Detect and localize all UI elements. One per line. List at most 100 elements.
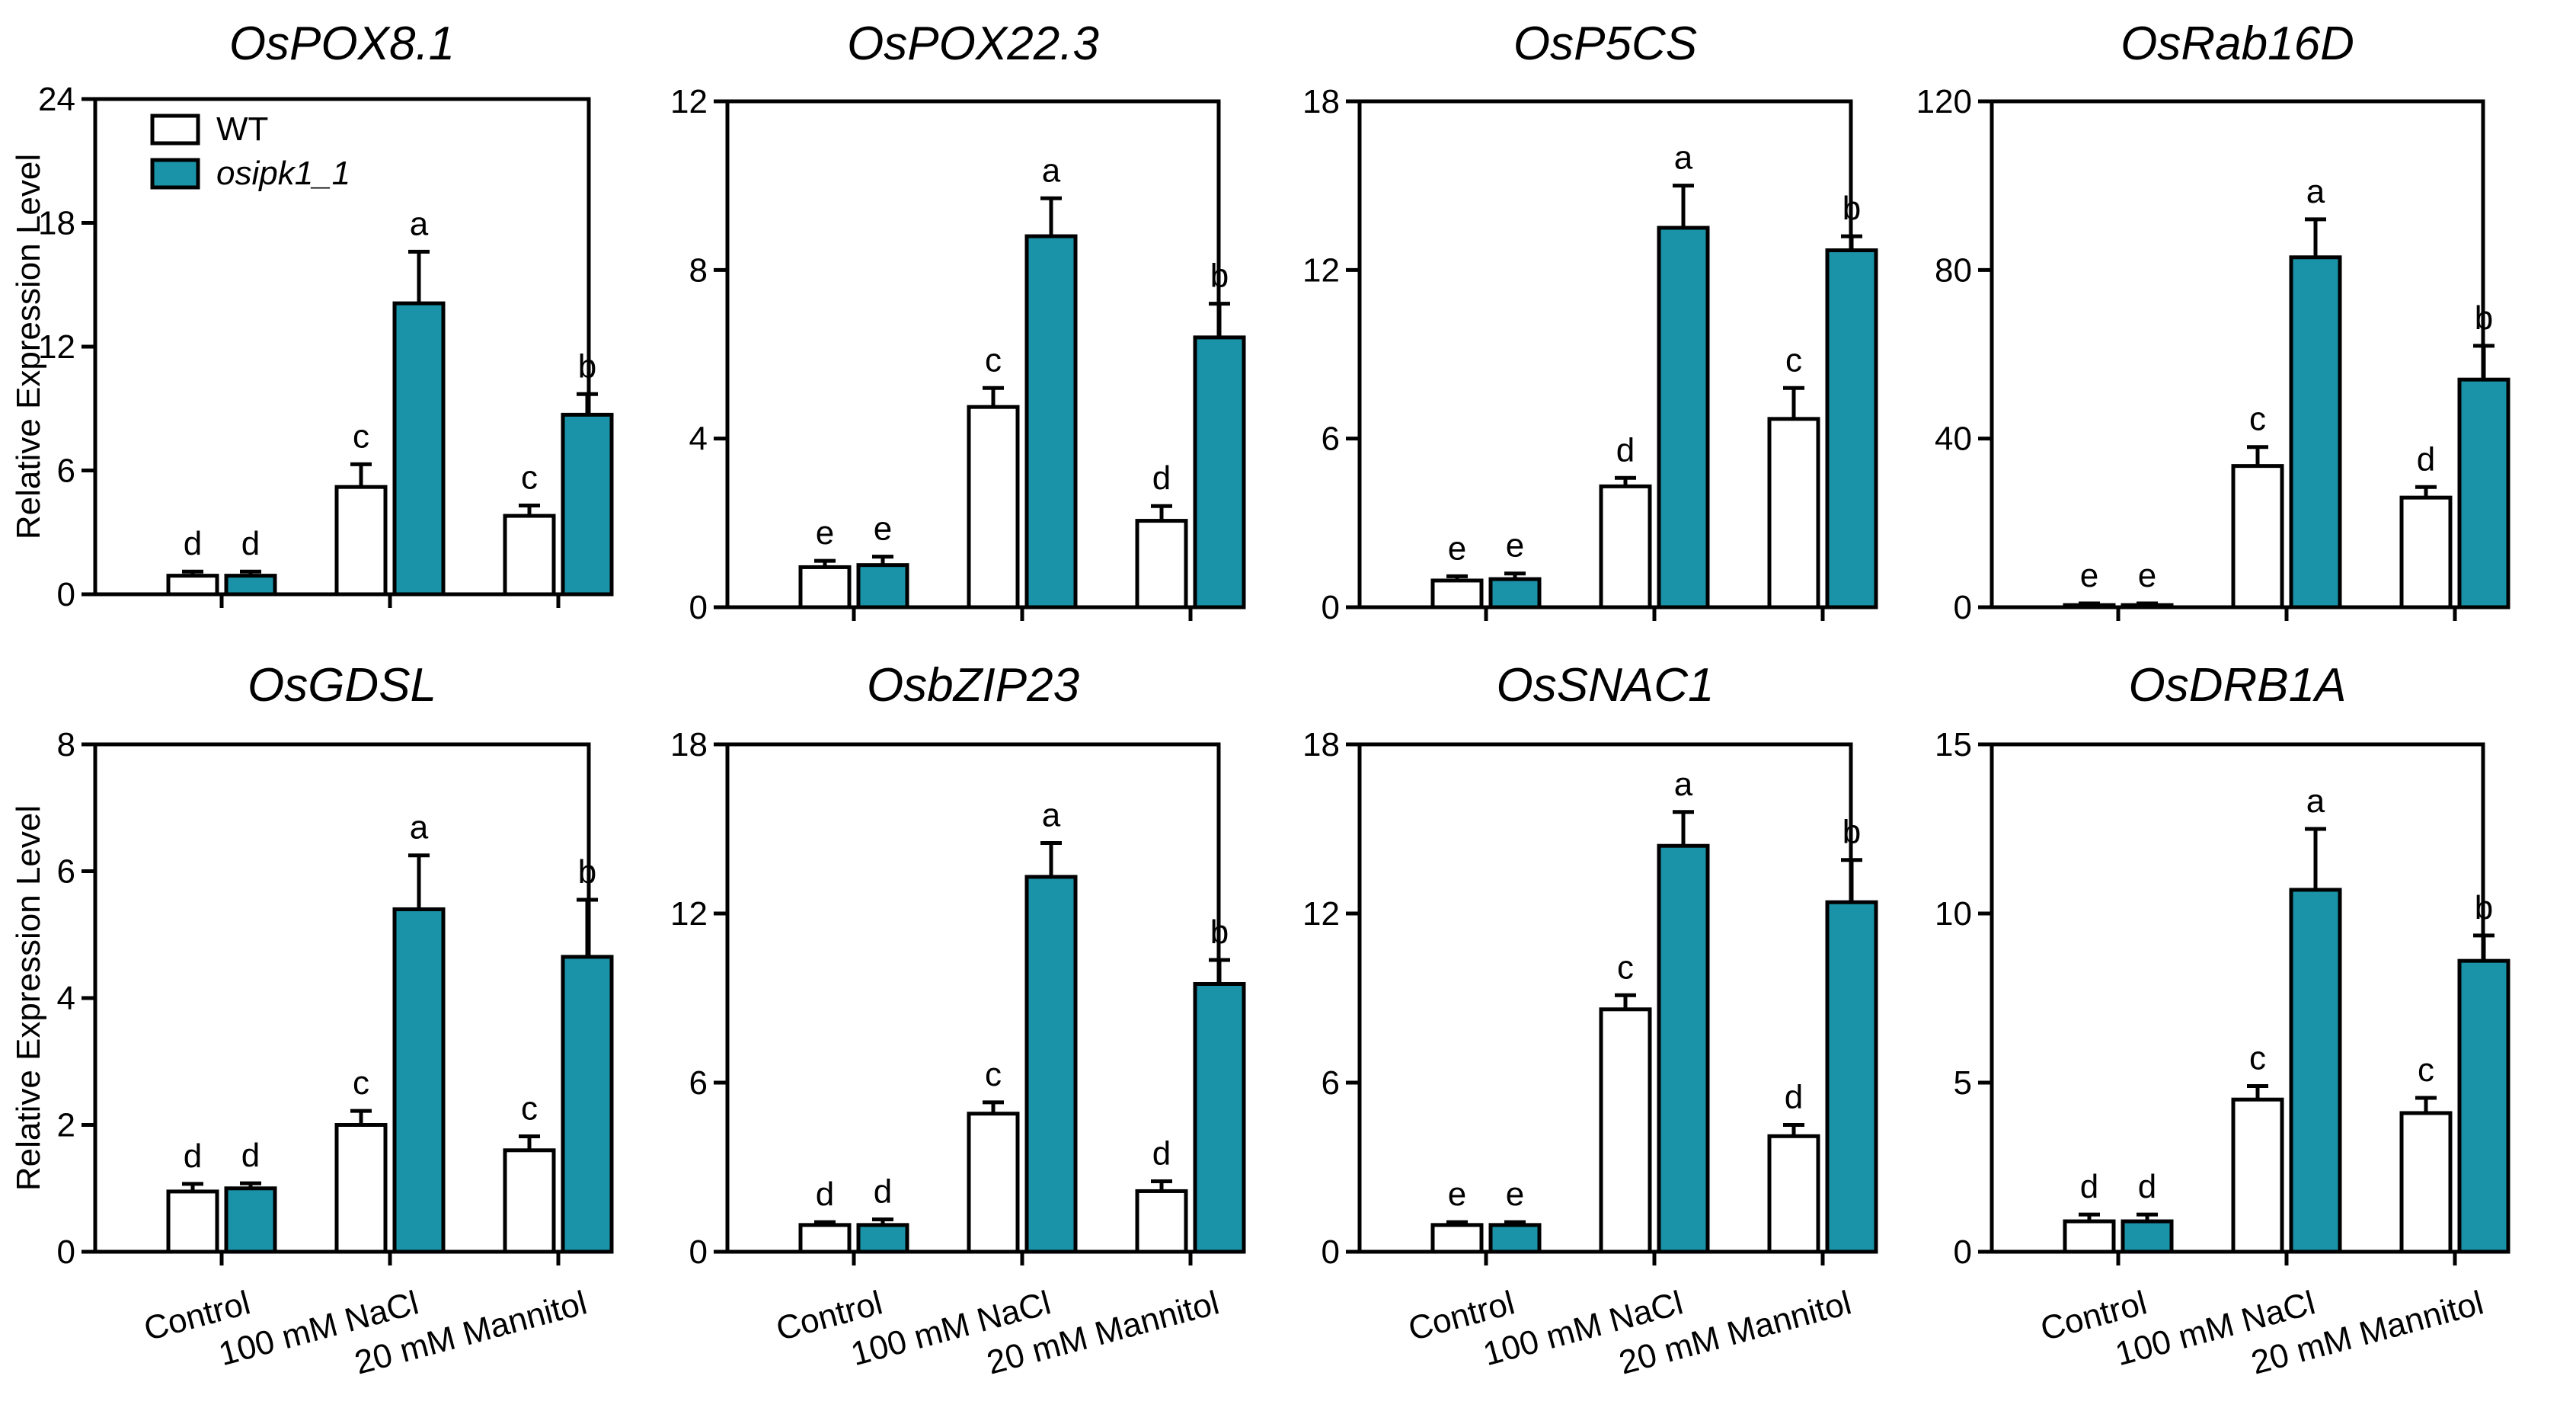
bar-wt-100-mm-nacl — [967, 1112, 1020, 1254]
significance-letter: b — [2475, 299, 2493, 337]
bar-wt-control — [166, 574, 219, 597]
bar-mutant-20-mm-mannitol — [1193, 982, 1246, 1254]
bar-wt-20-mm-mannitol — [2399, 495, 2453, 610]
bar-mutant-20-mm-mannitol — [2457, 377, 2510, 610]
significance-letter: c — [353, 418, 369, 455]
bar-wt-control — [1430, 578, 1484, 610]
y-tick-label: 24 — [38, 81, 75, 118]
bar-mutant-100-mm-nacl — [1657, 226, 1710, 610]
y-tick-label: 0 — [1954, 1233, 1972, 1271]
significance-letter: c — [1785, 341, 1802, 379]
y-tick-label: 120 — [1916, 83, 1972, 120]
bar-mutant-control — [2121, 603, 2174, 610]
bar-mutant-control — [224, 1186, 277, 1254]
significance-letter: e — [1506, 527, 1524, 565]
bar-wt-100-mm-nacl — [2231, 464, 2284, 610]
significance-letter: a — [1674, 766, 1693, 803]
significance-letter: a — [1674, 139, 1693, 177]
bar-mutant-control — [856, 1223, 909, 1254]
significance-letter: b — [1843, 814, 1861, 851]
bar-wt-20-mm-mannitol — [503, 514, 556, 597]
bar-mutant-20-mm-mannitol — [561, 412, 614, 597]
bar-wt-20-mm-mannitol — [1767, 1134, 1820, 1254]
significance-letter: d — [816, 1176, 834, 1213]
significance-letter: c — [985, 1056, 1002, 1093]
panel-title: OsP5CS — [1513, 18, 1697, 70]
y-axis-label: Relative Expression Level — [10, 154, 47, 539]
bar-wt-100-mm-nacl — [334, 1123, 388, 1254]
panel-title: OsGDSL — [248, 659, 436, 712]
significance-letter: e — [816, 514, 834, 552]
significance-letter: e — [2080, 557, 2098, 594]
significance-letter: e — [1448, 1176, 1466, 1213]
y-tick-label: 0 — [689, 1233, 708, 1271]
bar-wt-100-mm-nacl — [1599, 1007, 1652, 1254]
panel-title: OsPOX22.3 — [847, 18, 1099, 70]
y-tick-label: 6 — [1322, 1064, 1340, 1102]
significance-letter: c — [353, 1064, 369, 1102]
legend-swatch-wt — [150, 114, 200, 146]
y-tick-label: 18 — [670, 726, 708, 763]
legend-label-mutant: osipk1_1 — [216, 155, 350, 192]
significance-letter: e — [1506, 1176, 1524, 1213]
y-tick-label: 4 — [689, 421, 708, 458]
chart-panel-3: OsP5CS 0 6 12 18 e e d a c b — [1302, 18, 1878, 626]
y-tick-label: 6 — [689, 1064, 708, 1102]
y-tick-label: 18 — [1302, 726, 1340, 763]
y-tick-label: 6 — [57, 453, 75, 490]
significance-letter: d — [874, 1173, 892, 1210]
significance-letter: b — [1843, 190, 1861, 227]
significance-letter: c — [1617, 949, 1634, 986]
y-tick-label: 18 — [38, 205, 75, 242]
significance-letter: b — [2475, 889, 2493, 926]
bar-wt-100-mm-nacl — [2231, 1097, 2284, 1254]
chart-panel-4: OsRab16D 0 40 80 120 e e c a d b — [1916, 18, 2510, 626]
significance-letter: c — [521, 459, 538, 497]
significance-letter: d — [2417, 440, 2435, 478]
significance-letter: e — [874, 510, 892, 548]
y-tick-label: 4 — [57, 980, 75, 1017]
bar-mutant-control — [856, 563, 909, 610]
bar-wt-control — [2063, 1219, 2116, 1254]
bar-wt-20-mm-mannitol — [1135, 1189, 1188, 1254]
significance-letter: a — [1042, 797, 1061, 834]
significance-letter: d — [1152, 1135, 1171, 1173]
y-tick-label: 15 — [1935, 726, 1972, 763]
legend-swatch-mutant — [150, 158, 200, 190]
significance-letter: a — [410, 205, 429, 242]
y-tick-label: 8 — [689, 251, 708, 289]
bar-wt-20-mm-mannitol — [2399, 1111, 2453, 1254]
y-tick-label: 0 — [1322, 1233, 1340, 1271]
y-tick-label: 0 — [57, 1233, 75, 1271]
bar-mutant-100-mm-nacl — [1657, 843, 1710, 1254]
significance-letter: d — [1785, 1079, 1803, 1116]
panel-title: OsSNAC1 — [1497, 659, 1715, 712]
bar-wt-control — [798, 565, 852, 610]
significance-letter: a — [2306, 173, 2325, 210]
bar-mutant-control — [224, 574, 277, 597]
bar-wt-control — [166, 1189, 219, 1254]
y-tick-label: 0 — [689, 589, 708, 626]
y-tick-label: 10 — [1935, 895, 1972, 933]
bar-mutant-20-mm-mannitol — [1825, 900, 1878, 1254]
significance-letter: d — [241, 525, 260, 562]
significance-letter: d — [2080, 1168, 2098, 1205]
significance-letter: d — [241, 1137, 260, 1174]
bar-mutant-control — [2121, 1219, 2174, 1254]
bar-mutant-20-mm-mannitol — [2457, 958, 2510, 1254]
y-tick-label: 12 — [1302, 895, 1340, 933]
significance-letter: d — [184, 1137, 202, 1175]
y-tick-label: 12 — [670, 83, 708, 120]
significance-letter: c — [2418, 1051, 2434, 1089]
significance-letter: d — [2138, 1168, 2156, 1205]
bar-wt-control — [1430, 1223, 1484, 1254]
significance-letter: d — [1152, 459, 1171, 497]
y-tick-label: 18 — [1302, 83, 1340, 120]
y-tick-label: 12 — [38, 328, 75, 366]
significance-letter: c — [2249, 401, 2266, 438]
significance-letter: e — [2138, 557, 2156, 594]
significance-letter: d — [184, 525, 202, 562]
